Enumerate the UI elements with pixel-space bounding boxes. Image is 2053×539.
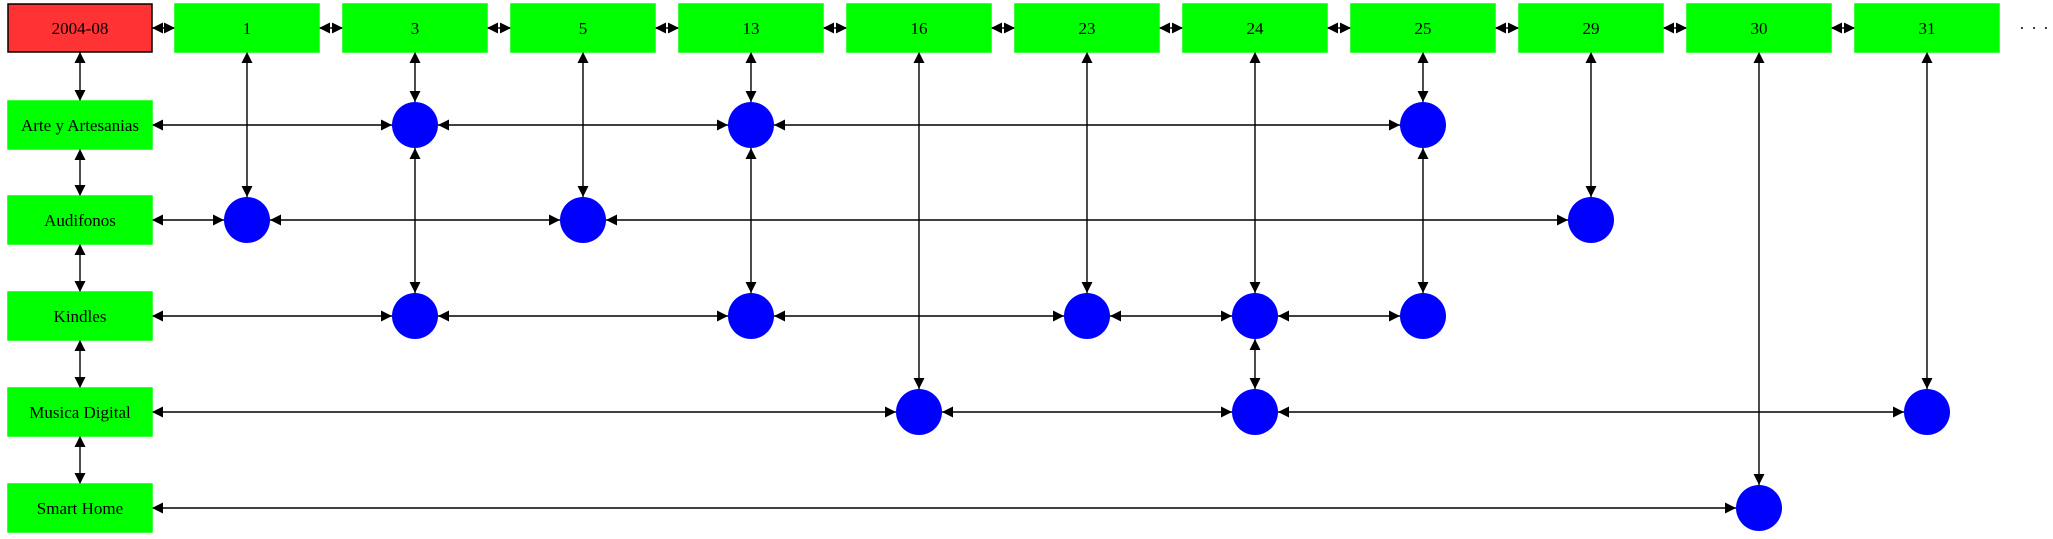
day-box-29: 29	[1518, 3, 1664, 53]
event-dot	[1232, 293, 1278, 339]
category-box-musica-digital-label: Musica Digital	[29, 403, 131, 422]
day-box-16-label: 16	[911, 19, 928, 38]
category-box-kindles: Kindles	[7, 291, 153, 341]
day-box-1-label: 1	[243, 19, 252, 38]
event-dot	[1064, 293, 1110, 339]
day-box-24: 24	[1182, 3, 1328, 53]
day-box-24-label: 24	[1247, 19, 1265, 38]
event-dot	[1568, 197, 1614, 243]
day-box-30: 30	[1686, 3, 1832, 53]
month-box: 2004-08	[7, 3, 153, 53]
category-box-audifonos-label: Audifonos	[44, 211, 116, 230]
event-dot	[1232, 389, 1278, 435]
day-box-23: 23	[1014, 3, 1160, 53]
category-box-smart-home: Smart Home	[7, 483, 153, 533]
day-box-29-label: 29	[1583, 19, 1600, 38]
day-box-25: 25	[1350, 3, 1496, 53]
month-box-label: 2004-08	[52, 19, 109, 38]
category-box-audifonos: Audifonos	[7, 195, 153, 245]
day-box-3-label: 3	[411, 19, 420, 38]
day-box-31: 31	[1854, 3, 2000, 53]
day-box-31-label: 31	[1919, 19, 1936, 38]
day-box-3: 3	[342, 3, 488, 53]
day-box-23-label: 23	[1079, 19, 1096, 38]
day-box-5-label: 5	[579, 19, 588, 38]
day-box-13-label: 13	[743, 19, 760, 38]
category-box-arte-y-artesanias: Arte y Artesanias	[7, 100, 153, 150]
event-dot	[896, 389, 942, 435]
event-dot	[392, 293, 438, 339]
day-box-30-label: 30	[1751, 19, 1768, 38]
day-box-25-label: 25	[1415, 19, 1432, 38]
event-dot	[1904, 389, 1950, 435]
event-dot	[1400, 102, 1446, 148]
category-box-musica-digital: Musica Digital	[7, 387, 153, 437]
category-box-smart-home-label: Smart Home	[37, 499, 123, 518]
event-dot	[224, 197, 270, 243]
event-dot	[560, 197, 606, 243]
event-dot	[728, 293, 774, 339]
day-box-13: 13	[678, 3, 824, 53]
day-box-1: 1	[174, 3, 320, 53]
event-dot	[392, 102, 438, 148]
category-box-kindles-label: Kindles	[54, 307, 107, 326]
day-box-5: 5	[510, 3, 656, 53]
category-box-arte-y-artesanias-label: Arte y Artesanias	[21, 116, 139, 135]
day-box-16: 16	[846, 3, 992, 53]
event-dot	[1736, 485, 1782, 531]
edges-layer	[74, 22, 1933, 514]
event-dot	[728, 102, 774, 148]
ellipsis-mark	[2021, 27, 2047, 29]
event-dot	[1400, 293, 1446, 339]
